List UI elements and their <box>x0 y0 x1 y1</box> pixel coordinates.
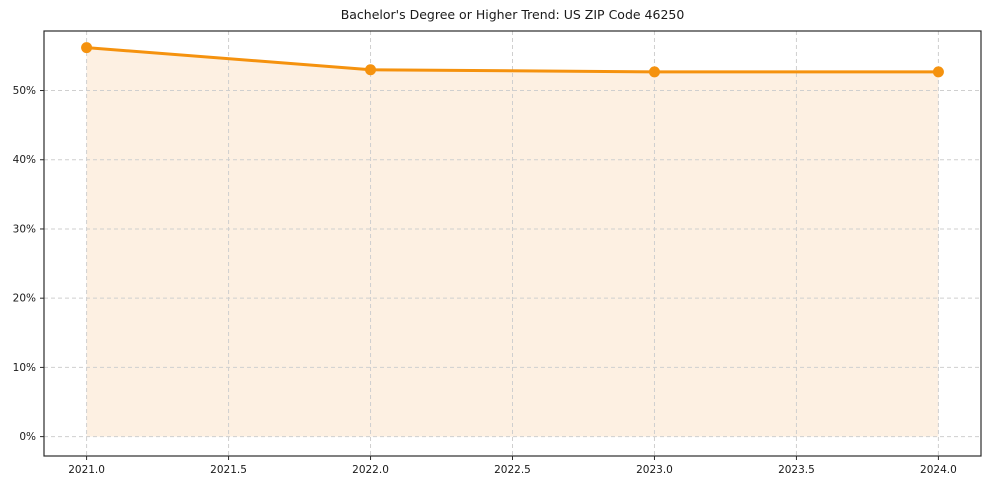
data-point-marker <box>932 66 944 78</box>
y-tick-label: 30% <box>13 223 36 235</box>
trend-line <box>85 46 940 74</box>
chart-title: Bachelor's Degree or Higher Trend: US ZI… <box>340 7 685 22</box>
data-point-marker <box>81 42 93 54</box>
data-point-marker <box>648 66 660 78</box>
x-tick-label: 2024.0 <box>920 464 957 476</box>
y-tick-label: 40% <box>13 154 36 166</box>
x-tick-label: 2021.0 <box>68 464 105 476</box>
x-tick-label: 2022.0 <box>352 464 389 476</box>
data-point-marker <box>365 64 377 76</box>
y-tick-label: 10% <box>13 362 36 374</box>
x-tick-label: 2021.5 <box>210 464 247 476</box>
x-tick-label: 2023.0 <box>636 464 673 476</box>
x-tick-label: 2022.5 <box>494 464 531 476</box>
y-tick-label: 20% <box>13 293 36 305</box>
x-tick-label: 2023.5 <box>778 464 815 476</box>
y-tick-label: 50% <box>13 85 36 97</box>
y-tick-label: 0% <box>19 431 36 443</box>
